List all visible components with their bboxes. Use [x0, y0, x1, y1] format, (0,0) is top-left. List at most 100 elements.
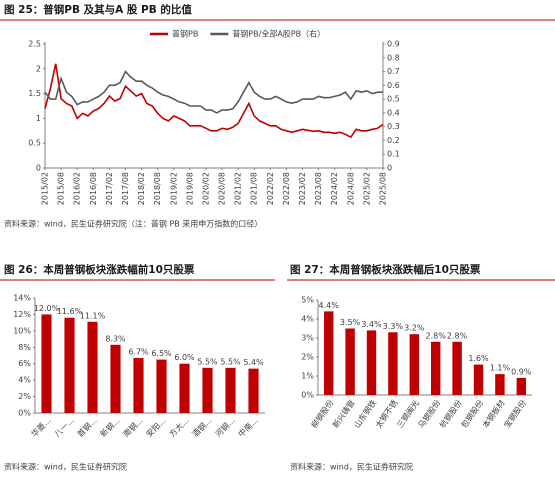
x-tick-label: 华菱... — [29, 415, 53, 439]
y-tick-label: 0.5 — [28, 139, 41, 148]
x-tick-label: 2023/02 — [298, 172, 307, 205]
x-tick-label: 2017/08 — [121, 172, 130, 205]
value-label: 3.2% — [404, 324, 425, 333]
y-tick-label: 3% — [301, 334, 314, 343]
bar — [133, 357, 144, 413]
source-note: 资料来源：wind，民生证券研究院（注：普钢 PB 采用申万指数的口径） — [4, 219, 262, 229]
y-tick-label: 2% — [301, 353, 314, 362]
bar — [323, 311, 334, 395]
y-tick-label: 0.7 — [387, 67, 400, 76]
y-tick-label: 2.5 — [28, 40, 41, 49]
bar — [366, 330, 377, 395]
y-tick-label: 0.3 — [387, 122, 400, 131]
y-tick-label: 4% — [18, 376, 31, 385]
x-tick-label: 新钢... — [98, 415, 122, 439]
y-tick-label: 1% — [301, 372, 314, 381]
y-tick-label: 0.2 — [387, 136, 400, 145]
value-label: 3.4% — [361, 320, 382, 329]
bar — [202, 367, 213, 413]
x-tick-label: 方大... — [167, 415, 191, 439]
x-tick-label: 中南... — [236, 415, 260, 439]
x-tick-label: 首钢... — [75, 415, 99, 439]
bar — [388, 332, 398, 395]
y-tick-label: 5% — [301, 296, 314, 305]
value-label: 6.5% — [151, 349, 172, 358]
y-tick-label: 0% — [18, 409, 31, 418]
value-label: 2.8% — [447, 331, 468, 340]
x-tick-label: 2021/08 — [250, 172, 259, 205]
x-tick-label: 2018/02 — [137, 172, 146, 205]
y-tick-label: 0 — [36, 164, 41, 173]
y-tick-label: 0 — [387, 164, 392, 173]
value-label: 0.9% — [511, 367, 532, 376]
x-tick-label: 南钢... — [121, 415, 145, 439]
bar — [110, 344, 121, 413]
y-tick-label: 12% — [13, 310, 31, 319]
value-label: 3.5% — [340, 318, 361, 327]
x-tick-label: 2019/02 — [169, 172, 178, 205]
y-tick-label: 1.5 — [28, 89, 41, 98]
value-label: 3.3% — [383, 322, 404, 331]
y-tick-label: 0% — [301, 391, 314, 400]
x-tick-label: 河钢... — [213, 415, 237, 439]
line-series — [44, 63, 384, 139]
x-tick-label: 2017/02 — [105, 172, 114, 205]
chart-title: 图 27：本周普钢板块涨跌幅后10只股票 — [290, 263, 481, 276]
bar — [225, 367, 236, 413]
x-tick-label: 2016/02 — [73, 172, 82, 205]
x-tick-label: 2015/08 — [57, 172, 66, 205]
bar — [345, 328, 355, 395]
y-tick-label: 14% — [13, 294, 31, 303]
legend-label: 普钢PB/全部A股PB（右） — [232, 29, 325, 39]
x-tick-label: 2024/08 — [346, 172, 355, 205]
bar — [156, 359, 167, 413]
legend-label: 普钢PB — [172, 29, 198, 39]
value-label: 1.1% — [490, 364, 511, 373]
y-tick-label: 0.1 — [387, 150, 400, 159]
bar — [516, 377, 527, 395]
y-tick-label: 8% — [18, 343, 31, 352]
bar — [87, 321, 98, 413]
source-note: 资料来源：wind，民生证券研究院 — [4, 462, 127, 472]
bar — [409, 334, 420, 395]
value-label: 6.0% — [174, 353, 195, 362]
value-label: 12.0% — [34, 304, 60, 313]
source-note: 资料来源：wind，民生证券研究院 — [290, 462, 413, 472]
x-tick-label: 2019/08 — [185, 172, 194, 205]
bar — [248, 368, 259, 413]
x-tick-label: 2018/08 — [153, 172, 162, 205]
y-tick-label: 0.5 — [387, 95, 400, 104]
y-tick-label: 2 — [36, 64, 41, 73]
value-label: 8.3% — [105, 334, 126, 343]
bar — [64, 317, 75, 413]
value-label: 5.4% — [243, 358, 264, 367]
x-tick-label: 2016/08 — [89, 172, 98, 205]
y-tick-label: 6% — [18, 359, 31, 368]
bar — [495, 374, 505, 395]
x-tick-label: 2021/02 — [234, 172, 243, 205]
x-tick-label: 2022/08 — [282, 172, 291, 205]
value-label: 4.4% — [319, 301, 340, 310]
bar — [452, 341, 462, 395]
y-tick-label: 0.9 — [387, 40, 400, 49]
x-tick-label: 2020/08 — [218, 172, 227, 205]
bar — [179, 363, 190, 413]
x-tick-label: 2025/02 — [362, 172, 371, 205]
value-label: 11.6% — [57, 307, 83, 316]
value-label: 11.1% — [80, 311, 106, 320]
x-tick-label: 宝钢股份 — [501, 398, 528, 430]
x-tick-label: 2025/08 — [379, 172, 388, 205]
bar — [41, 314, 52, 413]
y-tick-label: 0.4 — [387, 108, 400, 117]
value-label: 5.5% — [220, 357, 241, 366]
x-tick-label: 2024/02 — [330, 172, 339, 205]
x-tick-label: 安阳... — [144, 415, 168, 439]
y-tick-label: 0.8 — [387, 53, 400, 62]
chart-title: 图 25：普钢PB 及其与A 股 PB 的比值 — [4, 3, 192, 16]
y-tick-label: 0.6 — [387, 81, 400, 90]
y-tick-label: 1 — [36, 114, 41, 123]
x-tick-label: 八一... — [53, 416, 76, 439]
bar — [430, 341, 441, 395]
y-tick-label: 2% — [18, 392, 31, 401]
x-tick-label: 2022/02 — [266, 172, 275, 205]
